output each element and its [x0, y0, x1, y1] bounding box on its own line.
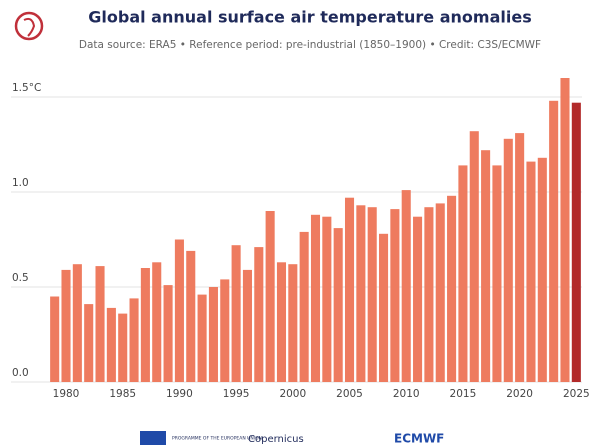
logo-mark	[23, 17, 36, 37]
bar	[413, 216, 423, 382]
logo	[14, 11, 44, 41]
x-tick-label: 2025	[563, 388, 590, 400]
bar	[265, 211, 275, 382]
bar	[333, 228, 343, 382]
bar	[242, 269, 252, 382]
bar	[458, 165, 468, 382]
bar	[163, 285, 173, 382]
chart-title: Global annual surface air temperature an…	[88, 8, 531, 27]
bar	[435, 203, 445, 382]
bar	[503, 138, 513, 382]
bar	[197, 294, 207, 382]
bar	[549, 100, 559, 383]
bar	[469, 131, 479, 382]
footer-logo: ECMWF	[394, 432, 444, 446]
bar	[367, 207, 377, 382]
bar	[424, 207, 434, 382]
bar	[61, 269, 71, 382]
bar	[84, 304, 94, 382]
x-tick-label: 2005	[336, 388, 363, 400]
bar	[401, 190, 411, 382]
bar	[220, 279, 230, 382]
bar	[299, 231, 309, 382]
bar	[447, 195, 457, 382]
footer-logo: Copernicus	[248, 434, 304, 445]
bar	[208, 287, 218, 382]
bar	[174, 239, 184, 382]
y-tick-label: 1.0	[12, 177, 29, 189]
x-tick-label: 2020	[506, 388, 533, 400]
x-tick-label: 1995	[223, 388, 250, 400]
bar	[276, 262, 287, 382]
bar	[95, 266, 105, 382]
bar	[106, 307, 116, 382]
chart-subtitle: Data source: ERA5 • Reference period: pr…	[79, 39, 541, 51]
x-tick-label: 2000	[279, 388, 306, 400]
y-tick-label: 1.5°C	[12, 82, 41, 94]
bar	[186, 250, 196, 382]
bar	[515, 133, 525, 382]
bar	[322, 216, 332, 382]
bar	[118, 313, 128, 382]
x-tick-label: 2015	[450, 388, 477, 400]
bar	[231, 245, 241, 382]
bar	[288, 264, 298, 382]
bar	[481, 150, 491, 382]
x-tick-label: 1980	[53, 388, 80, 400]
x-tick-label: 1990	[166, 388, 193, 400]
x-tick-label: 1985	[109, 388, 136, 400]
bar	[390, 209, 400, 382]
bar	[379, 233, 389, 382]
bar	[344, 197, 355, 382]
y-tick-label: 0.0	[12, 367, 29, 379]
x-tick-label: 2010	[393, 388, 420, 400]
footer-logo: PROGRAMME OF THE EUROPEAN UNION	[172, 436, 262, 442]
eu-flag	[140, 431, 166, 445]
bar	[152, 262, 162, 382]
bar	[72, 264, 82, 382]
y-tick-label: 0.5	[12, 272, 29, 284]
bar	[356, 205, 366, 382]
bar	[492, 165, 502, 382]
bar	[310, 214, 321, 382]
bar	[526, 161, 536, 382]
bar	[254, 247, 264, 382]
bar	[571, 102, 581, 382]
bar	[129, 298, 139, 382]
bar	[140, 268, 150, 382]
bar	[537, 157, 547, 382]
bar	[560, 78, 570, 382]
bar	[50, 296, 60, 382]
